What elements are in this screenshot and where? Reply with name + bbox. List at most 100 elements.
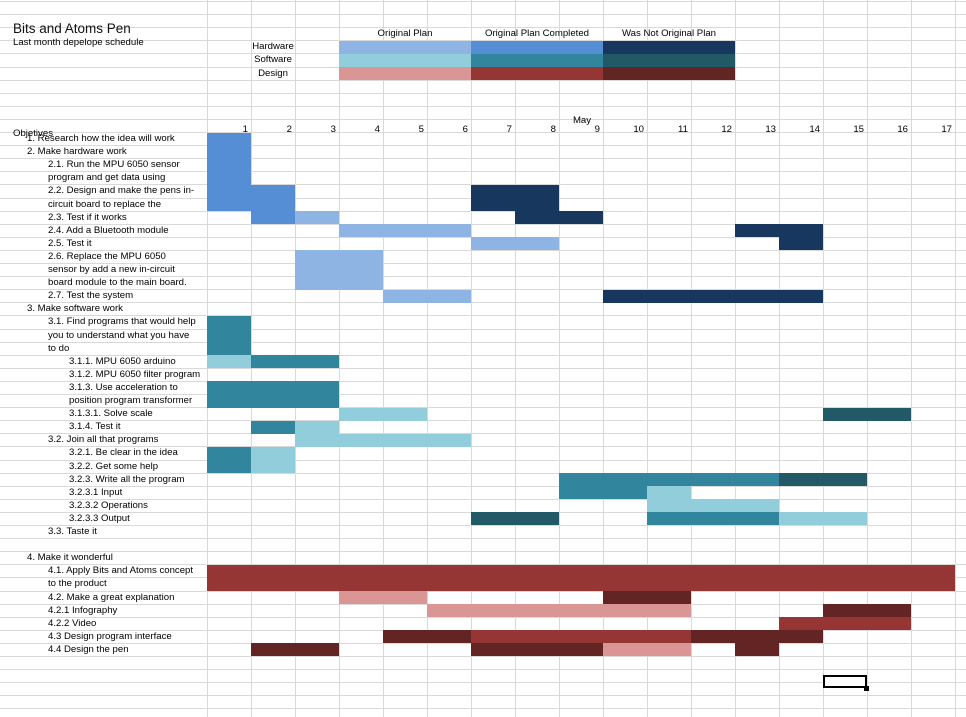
day-number[interactable]: 16 xyxy=(897,123,908,135)
gantt-bar[interactable] xyxy=(339,407,427,421)
task-label[interactable]: 2.4. Add a Bluetooth module xyxy=(48,224,169,236)
selected-cell[interactable] xyxy=(823,675,867,688)
gantt-bar[interactable] xyxy=(515,211,603,225)
gantt-bar[interactable] xyxy=(603,643,691,657)
task-label[interactable]: 4.2. Make a great explanation xyxy=(48,591,175,603)
legend-row-label[interactable]: Software xyxy=(254,54,292,66)
gantt-bar[interactable] xyxy=(295,433,471,447)
gantt-bar[interactable] xyxy=(207,446,251,474)
task-label[interactable]: program and get data using xyxy=(48,172,166,184)
task-label[interactable]: 3.1.4. Test it xyxy=(69,421,121,433)
task-label[interactable]: 2.7. Test the system xyxy=(48,290,134,302)
task-label[interactable]: 3. Make software work xyxy=(27,303,123,315)
legend-swatch[interactable] xyxy=(471,53,603,67)
gantt-bar[interactable] xyxy=(383,289,471,303)
legend-swatch[interactable] xyxy=(471,67,603,80)
fill-handle[interactable] xyxy=(864,686,869,691)
gantt-bar[interactable] xyxy=(603,591,691,605)
task-label[interactable]: 3.2.3.1 Input xyxy=(69,486,123,498)
legend-swatch[interactable] xyxy=(603,40,735,54)
gantt-bar[interactable] xyxy=(647,512,779,526)
task-label[interactable]: board module to the main board. xyxy=(48,277,187,289)
task-label[interactable]: 4.3 Design program interface xyxy=(48,630,172,642)
gantt-bar[interactable] xyxy=(251,211,295,225)
legend-column-header[interactable]: Original Plan xyxy=(377,28,433,40)
day-number[interactable]: 3 xyxy=(330,123,336,135)
day-number[interactable]: 5 xyxy=(418,123,424,135)
task-label[interactable]: 4.2.1 Infography xyxy=(48,604,118,616)
task-label[interactable]: 3.2.3.3 Output xyxy=(69,512,130,524)
task-label[interactable]: to the product xyxy=(48,578,107,590)
gantt-bar[interactable] xyxy=(251,184,295,212)
gantt-bar[interactable] xyxy=(559,473,647,500)
legend-row-label[interactable]: Hardware xyxy=(252,41,294,53)
task-label[interactable]: 3.1.3. Use acceleration to xyxy=(69,381,178,393)
task-label[interactable]: 2.3. Test if it works xyxy=(48,211,127,223)
gantt-bar[interactable] xyxy=(691,630,823,644)
task-label[interactable]: 3.1. Find programs that would help xyxy=(48,316,196,328)
legend-swatch[interactable] xyxy=(603,53,735,67)
task-label[interactable]: 1. Research how the idea will work xyxy=(27,133,175,144)
objectives-header[interactable]: Objetives xyxy=(13,128,53,139)
task-label[interactable]: 2.6. Replace the MPU 6050 xyxy=(48,250,166,262)
gantt-bar[interactable] xyxy=(735,643,779,657)
task-label[interactable]: 3.2.1. Be clear in the idea xyxy=(69,447,178,459)
gantt-bar[interactable] xyxy=(471,643,603,657)
month-label[interactable]: May xyxy=(572,115,592,126)
gantt-bar[interactable] xyxy=(383,630,471,644)
day-number[interactable]: 12 xyxy=(721,123,732,135)
gantt-bar[interactable] xyxy=(779,512,867,526)
legend-column-header[interactable]: Original Plan Completed xyxy=(485,28,589,40)
gantt-bar[interactable] xyxy=(207,564,955,591)
legend-column-header[interactable]: Was Not Original Plan xyxy=(621,28,717,40)
day-number[interactable]: 7 xyxy=(506,123,512,135)
gantt-bar[interactable] xyxy=(823,407,911,421)
task-label[interactable]: 3.2.3. Write all the program xyxy=(69,473,185,485)
gantt-bar[interactable] xyxy=(735,224,823,238)
task-label[interactable]: to do xyxy=(48,342,70,354)
task-label[interactable]: 3.1.2. MPU 6050 filter program xyxy=(69,368,201,380)
day-number[interactable]: 13 xyxy=(765,123,776,135)
gantt-bar[interactable] xyxy=(339,591,427,605)
gantt-bar[interactable] xyxy=(207,381,339,408)
gantt-bar[interactable] xyxy=(295,420,339,434)
task-label[interactable]: sensor by add a new in-circuit xyxy=(48,264,175,275)
gantt-bar[interactable] xyxy=(207,355,251,369)
task-label[interactable]: 3.2.3.2 Operations xyxy=(69,499,148,511)
gantt-bar[interactable] xyxy=(779,473,867,487)
gantt-bar[interactable] xyxy=(207,184,251,212)
task-label[interactable]: 4.2.2 Video xyxy=(48,617,97,629)
task-label[interactable]: 2.2. Design and make the pens in- xyxy=(48,185,195,197)
gantt-bar[interactable] xyxy=(251,420,295,434)
task-label[interactable]: 4. Make it wonderful xyxy=(27,552,113,564)
day-number[interactable]: 14 xyxy=(809,123,820,135)
day-number[interactable]: 17 xyxy=(941,123,952,135)
gantt-bar[interactable] xyxy=(207,315,251,356)
sheet-title[interactable]: Bits and Atoms Pen xyxy=(13,21,131,36)
task-label[interactable]: 4.1. Apply Bits and Atoms concept xyxy=(48,565,194,577)
gantt-bar[interactable] xyxy=(339,224,471,238)
task-label[interactable]: position program transformer xyxy=(69,395,193,406)
task-label[interactable]: you to understand what you have xyxy=(48,329,190,341)
gantt-bar[interactable] xyxy=(295,250,383,290)
legend-swatch[interactable] xyxy=(339,67,471,80)
gantt-bar[interactable] xyxy=(207,132,251,185)
legend-swatch[interactable] xyxy=(339,40,471,54)
task-label[interactable]: 3.1.3.1. Solve scale xyxy=(69,408,153,420)
task-label[interactable]: 3.1.1. MPU 6050 arduino xyxy=(69,355,176,367)
gantt-bar[interactable] xyxy=(251,446,295,474)
gantt-bar[interactable] xyxy=(779,237,823,251)
gantt-bar[interactable] xyxy=(471,184,559,212)
task-label[interactable]: 2.1. Run the MPU 6050 sensor xyxy=(48,159,180,171)
day-number[interactable]: 15 xyxy=(853,123,864,135)
gantt-bar[interactable] xyxy=(471,512,559,526)
day-number[interactable]: 1 xyxy=(242,123,248,135)
day-number[interactable]: 10 xyxy=(633,123,644,135)
gantt-bar[interactable] xyxy=(251,355,339,369)
gantt-bar[interactable] xyxy=(471,630,691,644)
task-label[interactable]: 3.2. Join all that programs xyxy=(48,434,159,446)
day-number[interactable]: 8 xyxy=(550,123,556,135)
gantt-bar[interactable] xyxy=(823,604,911,618)
gantt-bar[interactable] xyxy=(603,289,823,303)
